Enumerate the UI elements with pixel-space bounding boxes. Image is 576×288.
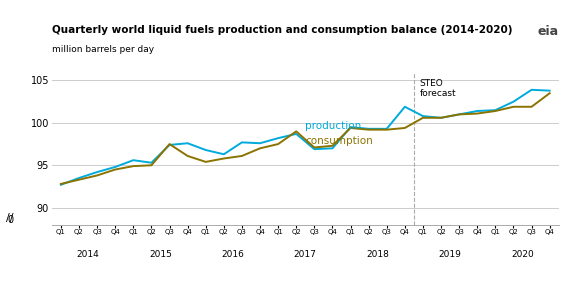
Text: 2015: 2015: [149, 250, 172, 259]
Text: //: //: [6, 213, 14, 223]
Text: eia: eia: [537, 25, 559, 38]
Text: Quarterly world liquid fuels production and consumption balance (2014-2020): Quarterly world liquid fuels production …: [52, 25, 512, 35]
Text: 2019: 2019: [439, 250, 461, 259]
Text: 2016: 2016: [221, 250, 244, 259]
Text: 2018: 2018: [366, 250, 389, 259]
Text: STEO
forecast: STEO forecast: [419, 79, 456, 98]
Text: 0: 0: [7, 215, 14, 225]
Text: million barrels per day: million barrels per day: [52, 45, 154, 54]
Text: 2020: 2020: [511, 250, 534, 259]
Text: 2017: 2017: [294, 250, 317, 259]
Text: production: production: [305, 121, 362, 131]
Text: consumption: consumption: [305, 136, 373, 146]
Text: 2014: 2014: [77, 250, 100, 259]
